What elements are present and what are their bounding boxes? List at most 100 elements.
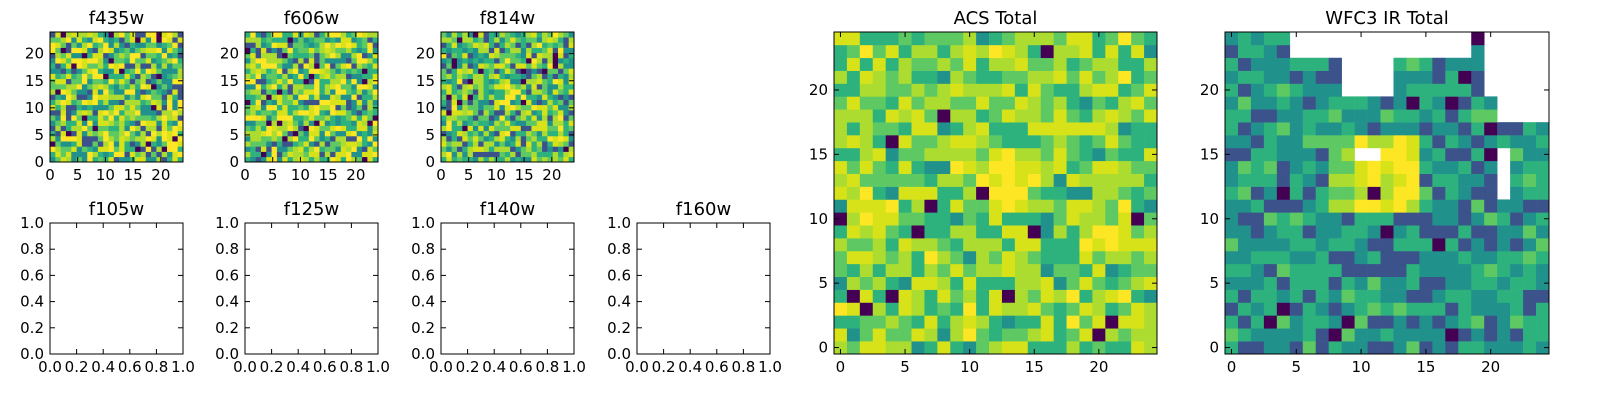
heatmap-cell: [1406, 135, 1420, 149]
heatmap-cell: [1092, 212, 1106, 226]
heatmap-cell: [250, 42, 256, 48]
heatmap-cell: [989, 199, 1003, 213]
heatmap-cell: [113, 32, 120, 38]
heatmap-cell: [937, 263, 951, 278]
heatmap-cell: [1367, 315, 1381, 329]
y-tick-label: 15: [1200, 145, 1219, 163]
heatmap-cell: [1536, 315, 1550, 329]
heatmap-cell: [568, 110, 575, 116]
heatmap-cell: [287, 47, 294, 54]
heatmap-cell: [446, 89, 452, 95]
heatmap-cell: [558, 37, 564, 43]
heatmap-cell: [330, 104, 336, 111]
heatmap-cell: [340, 73, 347, 80]
heatmap-cell: [92, 115, 99, 121]
heatmap-cell: [558, 94, 564, 100]
heatmap-cell: [456, 73, 463, 80]
heatmap-cell: [1118, 289, 1132, 303]
heatmap-cell: [1079, 70, 1093, 84]
heatmap-cell: [140, 99, 147, 106]
x-tick-label: 0.6: [118, 358, 142, 376]
heatmap-cell: [520, 42, 527, 48]
heatmap-cell: [989, 186, 1003, 200]
heatmap-cell: [446, 84, 452, 90]
heatmap-cell: [989, 57, 1003, 71]
heatmap-cell: [1354, 289, 1368, 303]
heatmap-cell: [536, 78, 543, 85]
x-tick-label: 15: [124, 166, 143, 184]
heatmap-cell: [1393, 109, 1407, 123]
x-tick-label: 10: [96, 166, 115, 184]
heatmap-cell: [478, 52, 484, 59]
heatmap-cell: [1237, 212, 1252, 226]
heatmap-cell: [472, 37, 479, 43]
heatmap-cell: [1289, 199, 1304, 213]
heatmap-cell: [266, 141, 272, 147]
heatmap-cell: [135, 151, 141, 158]
heatmap-cell: [563, 130, 569, 137]
heatmap-cell: [151, 68, 157, 74]
heatmap-cell: [1263, 83, 1278, 97]
heatmap-cell: [151, 120, 157, 126]
heatmap-cell: [330, 32, 336, 38]
heatmap-cell: [71, 52, 77, 59]
heatmap-cell: [558, 63, 564, 69]
heatmap-cell: [124, 32, 131, 38]
heatmap-cell: [260, 136, 267, 142]
heatmap-cell: [260, 89, 267, 95]
heatmap-cell: [872, 109, 886, 123]
heatmap-cell: [963, 44, 977, 59]
heatmap-cell: [87, 78, 93, 85]
heatmap-cell: [1302, 328, 1317, 342]
heatmap-cell: [552, 115, 559, 121]
heatmap-cell: [161, 58, 168, 64]
y-tick-label: 15: [416, 72, 435, 90]
heatmap-cell: [989, 212, 1003, 226]
heatmap-cell: [1445, 289, 1459, 303]
heatmap-cell: [441, 73, 447, 80]
heatmap-cell: [462, 84, 468, 90]
heatmap-cell: [250, 58, 256, 64]
heatmap-cell: [472, 125, 479, 132]
heatmap-cell: [898, 44, 912, 59]
heatmap-cell: [156, 141, 163, 147]
heatmap-cell: [531, 104, 538, 111]
heatmap-cell: [478, 136, 484, 142]
heatmap-cell: [504, 120, 511, 126]
heatmap-cell: [255, 52, 262, 59]
heatmap-cell: [172, 120, 178, 126]
heatmap-cell: [308, 146, 315, 152]
heatmap-cell: [441, 94, 447, 100]
heatmap-cell: [568, 99, 575, 106]
heatmap-cell: [1445, 263, 1459, 278]
heatmap-cell: [924, 212, 938, 226]
heatmap-cell: [950, 302, 964, 316]
heatmap-cell: [255, 84, 262, 90]
heatmap-cell: [324, 73, 331, 80]
heatmap-cell: [124, 94, 131, 100]
heatmap-cell: [129, 151, 136, 158]
heatmap-cell: [245, 52, 251, 59]
heatmap-cell: [1144, 341, 1158, 355]
heatmap-cell: [124, 156, 131, 163]
heatmap-cell: [1393, 276, 1407, 290]
heatmap-cell: [568, 84, 575, 90]
heatmap-cell: [499, 156, 506, 163]
heatmap-cell: [1367, 289, 1381, 303]
heatmap-cell: [319, 130, 326, 137]
heatmap-cell: [462, 110, 468, 116]
heatmap-cell: [367, 89, 373, 95]
heatmap-cell: [55, 99, 61, 106]
heatmap-cell: [60, 151, 67, 158]
heatmap-cell: [1328, 212, 1342, 226]
heatmap-cell: [340, 99, 347, 106]
heatmap-cell: [276, 115, 283, 121]
heatmap-cell: [367, 104, 373, 111]
heatmap-cell: [266, 89, 272, 95]
heatmap-cell: [1367, 302, 1381, 316]
heatmap-cell: [898, 238, 912, 252]
heatmap-cell: [568, 146, 575, 152]
heatmap-cell: [911, 173, 925, 187]
heatmap-cell: [271, 99, 278, 106]
